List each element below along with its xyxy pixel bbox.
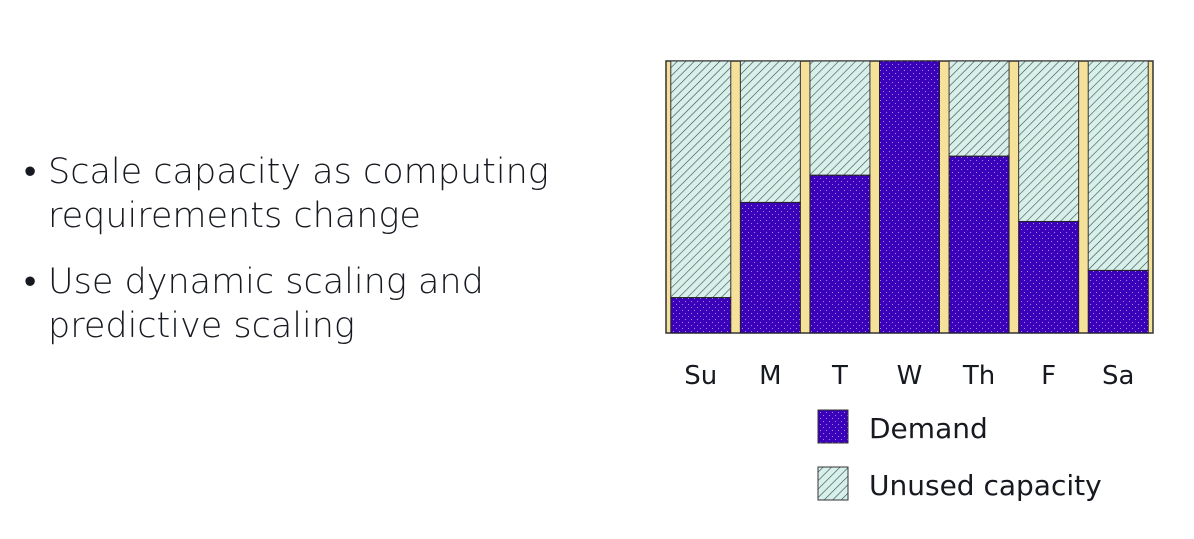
legend-unused-capacity-label: Unused capacity bbox=[869, 469, 1102, 502]
legend-unused-capacity-swatch bbox=[817, 466, 849, 501]
bar-unused-sa bbox=[1087, 60, 1149, 271]
tick-label-th: Th bbox=[962, 361, 995, 391]
bullet-dynamic-scaling: Use dynamic scaling and predictive scali… bbox=[24, 260, 644, 348]
bars-group bbox=[670, 60, 1149, 334]
bar-demand-su bbox=[670, 297, 732, 334]
bar-unused-su bbox=[670, 60, 732, 299]
tick-label-sa: Sa bbox=[1102, 361, 1134, 391]
bullet-scale-capacity: Scale capacity as computing requirements… bbox=[24, 150, 644, 238]
tick-label-t: T bbox=[831, 361, 848, 391]
bar-demand-th bbox=[948, 155, 1010, 334]
bar-demand-sa bbox=[1087, 269, 1149, 334]
bar-demand-t bbox=[809, 174, 871, 334]
bar-unused-f bbox=[1018, 60, 1080, 222]
bar-unused-t bbox=[809, 60, 871, 176]
bar-unused-th bbox=[948, 60, 1010, 157]
x-axis-tick-labels: Su M T W Th F Sa bbox=[684, 361, 1134, 391]
legend: Demand Unused capacity bbox=[817, 409, 1102, 502]
bullet-list: Scale capacity as computing requirements… bbox=[24, 150, 644, 370]
tick-label-f: F bbox=[1041, 361, 1056, 391]
tick-label-m: M bbox=[759, 361, 781, 391]
tick-label-w: W bbox=[897, 361, 923, 391]
bar-unused-m bbox=[739, 60, 801, 203]
bar-demand-w bbox=[879, 60, 940, 334]
legend-demand-swatch bbox=[817, 409, 849, 444]
bar-demand-m bbox=[739, 201, 801, 334]
legend-demand-label: Demand bbox=[869, 412, 988, 445]
bar-demand-f bbox=[1018, 220, 1080, 334]
tick-label-su: Su bbox=[684, 361, 717, 391]
